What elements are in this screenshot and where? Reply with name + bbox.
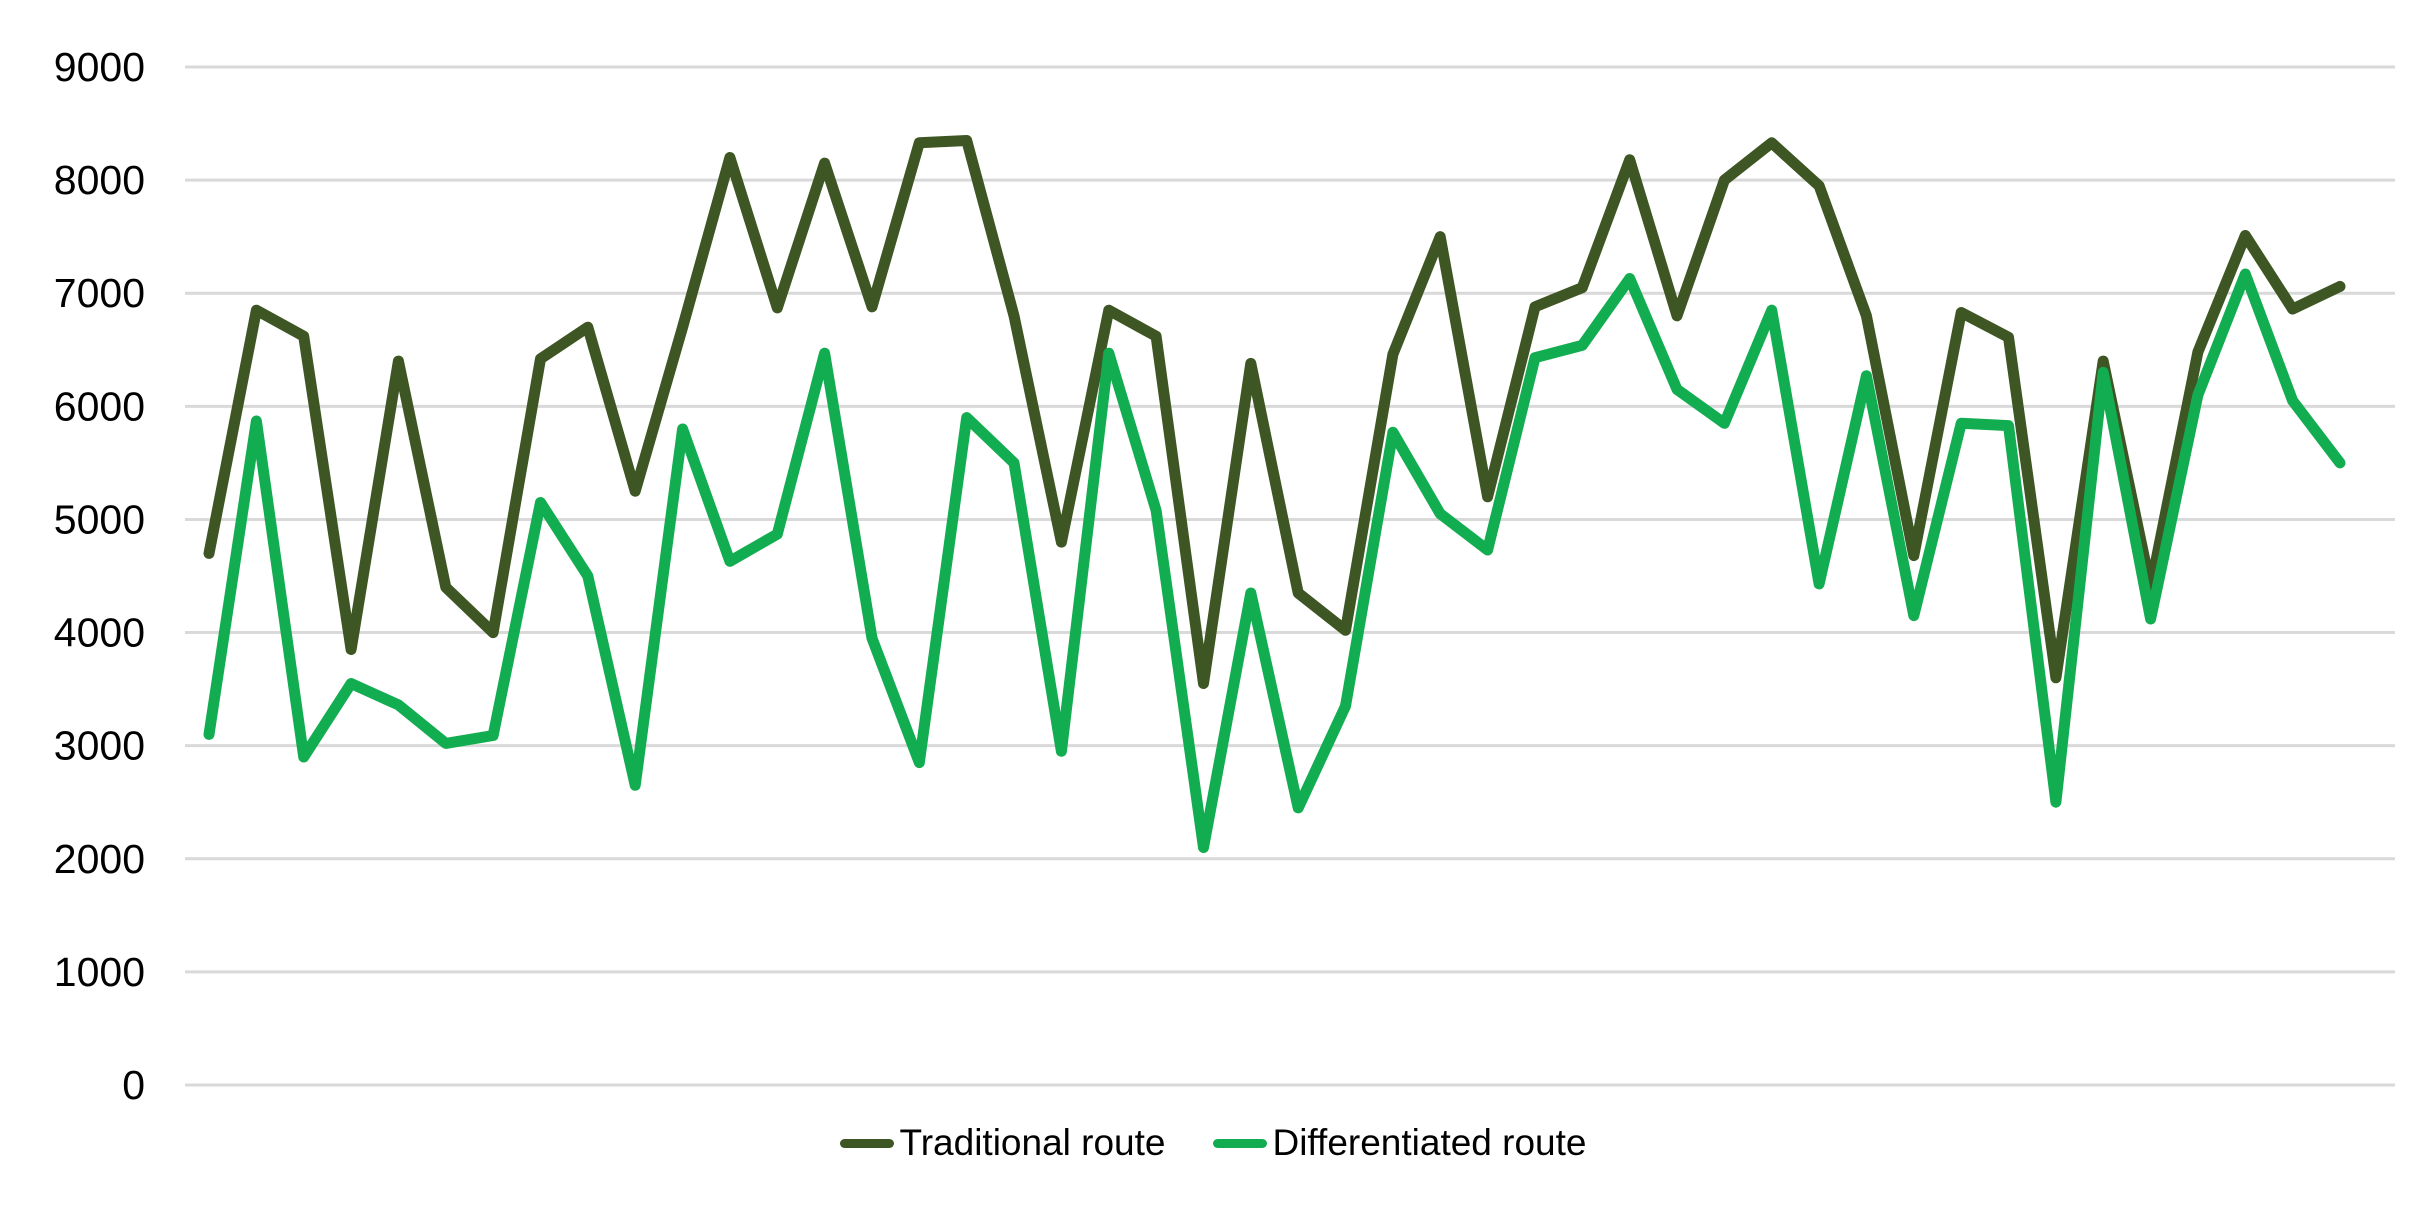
y-axis-tick-label: 2000 — [54, 836, 145, 882]
y-axis-tick-label: 4000 — [54, 610, 145, 656]
chart-legend: Traditional route Differentiated route — [0, 1122, 2427, 1164]
y-axis-tick-label: 0 — [122, 1062, 145, 1108]
series-line-differentiated-route — [203, 268, 2346, 853]
series-line-traditional-route — [203, 135, 2346, 689]
legend-item-differentiated-route: Differentiated route — [1213, 1122, 1587, 1164]
legend-label-differentiated-route: Differentiated route — [1272, 1122, 1587, 1163]
y-axis-tick-label: 5000 — [54, 496, 145, 542]
y-axis-tick-label: 9000 — [54, 44, 145, 90]
legend-swatch-traditional-route-icon — [840, 1138, 895, 1148]
legend-swatch-differentiated-route-icon — [1213, 1138, 1268, 1148]
y-axis-tick-label: 7000 — [54, 270, 145, 316]
y-axis-tick-label: 3000 — [54, 723, 145, 769]
y-axis-tick-label: 6000 — [54, 383, 145, 429]
legend-label-traditional-route: Traditional route — [899, 1122, 1166, 1163]
y-axis-tick-label: 8000 — [54, 157, 145, 203]
legend-item-traditional-route: Traditional route — [840, 1122, 1165, 1164]
y-axis-tick-label: 1000 — [54, 949, 145, 995]
